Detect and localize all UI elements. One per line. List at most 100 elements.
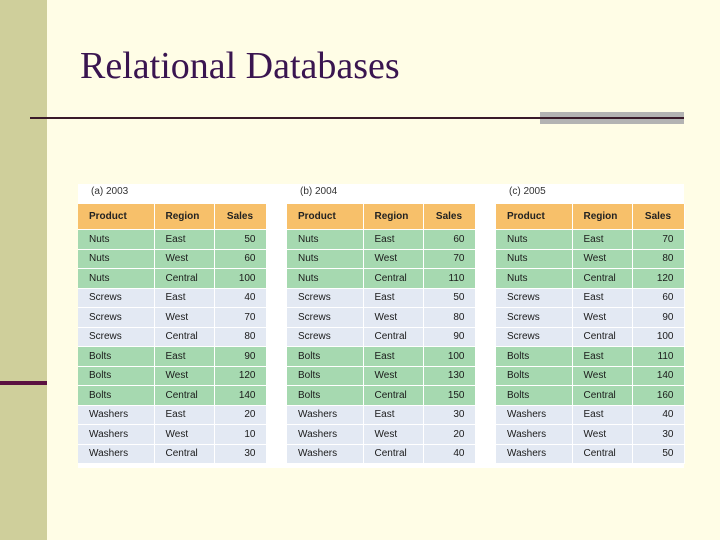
sales-table: Product Region Sales Nuts East 70 Nuts West 8… xyxy=(496,204,685,464)
cell-sales: 90 xyxy=(632,307,685,328)
cell-product: Washers xyxy=(78,405,155,425)
cell-region: Central xyxy=(572,385,633,406)
cell-region: East xyxy=(154,405,215,425)
cell-product: Nuts xyxy=(496,249,573,269)
column-header-sales: Sales xyxy=(632,204,685,230)
table-row: Bolts East 90 xyxy=(78,346,267,367)
cell-product: Washers xyxy=(78,444,155,464)
column-header-region: Region xyxy=(363,204,424,230)
cell-sales: 160 xyxy=(632,385,685,406)
cell-sales: 40 xyxy=(214,288,267,308)
table-header-row: Product Region Sales xyxy=(78,204,267,230)
cell-product: Screws xyxy=(496,307,573,328)
title-underline xyxy=(30,117,540,119)
cell-sales: 60 xyxy=(632,288,685,308)
cell-product: Nuts xyxy=(78,249,155,269)
cell-product: Bolts xyxy=(287,346,364,367)
cell-region: West xyxy=(154,307,215,328)
cell-product: Nuts xyxy=(287,249,364,269)
table-row: Washers Central 40 xyxy=(287,444,476,464)
cell-sales: 140 xyxy=(632,366,685,386)
cell-sales: 10 xyxy=(214,424,267,445)
cell-product: Bolts xyxy=(496,346,573,367)
cell-product: Bolts xyxy=(496,366,573,386)
cell-sales: 130 xyxy=(423,366,476,386)
cell-sales: 70 xyxy=(423,249,476,269)
cell-product: Nuts xyxy=(287,268,364,289)
cell-region: East xyxy=(363,405,424,425)
cell-product: Washers xyxy=(287,444,364,464)
cell-product: Screws xyxy=(496,327,573,347)
table-row: Nuts East 50 xyxy=(78,229,267,250)
table-row: Washers West 20 xyxy=(287,424,476,445)
cell-product: Washers xyxy=(287,424,364,445)
cell-product: Washers xyxy=(496,405,573,425)
column-header-product: Product xyxy=(287,204,364,230)
table-row: Nuts East 70 xyxy=(496,229,685,250)
cell-product: Washers xyxy=(78,424,155,445)
cell-region: East xyxy=(363,288,424,308)
cell-sales: 60 xyxy=(423,229,476,250)
column-header-region: Region xyxy=(572,204,633,230)
tables-figure: (a) 2003 Product Region Sales Nuts East 50… xyxy=(78,184,685,468)
cell-product: Washers xyxy=(287,405,364,425)
column-header-sales: Sales xyxy=(423,204,476,230)
cell-region: East xyxy=(154,288,215,308)
table-row: Screws Central 90 xyxy=(287,327,476,347)
cell-product: Washers xyxy=(496,424,573,445)
cell-region: West xyxy=(572,366,633,386)
cell-sales: 30 xyxy=(214,444,267,464)
cell-region: West xyxy=(154,249,215,269)
cell-sales: 80 xyxy=(632,249,685,269)
cell-product: Screws xyxy=(287,288,364,308)
cell-sales: 60 xyxy=(214,249,267,269)
table-row: Washers Central 30 xyxy=(78,444,267,464)
column-header-sales: Sales xyxy=(214,204,267,230)
table-row: Screws Central 80 xyxy=(78,327,267,347)
table-row: Screws West 70 xyxy=(78,307,267,328)
table-row: Bolts West 130 xyxy=(287,366,476,386)
sales-table: Product Region Sales Nuts East 50 Nuts West 6… xyxy=(78,204,267,464)
cell-product: Screws xyxy=(78,288,155,308)
cell-region: East xyxy=(572,405,633,425)
cell-product: Nuts xyxy=(78,229,155,250)
cell-sales: 100 xyxy=(423,346,476,367)
table-row: Washers East 30 xyxy=(287,405,476,425)
cell-product: Bolts xyxy=(496,385,573,406)
column-header-product: Product xyxy=(496,204,573,230)
cell-sales: 120 xyxy=(214,366,267,386)
table-header-row: Product Region Sales xyxy=(287,204,476,230)
cell-product: Screws xyxy=(78,327,155,347)
cell-sales: 50 xyxy=(632,444,685,464)
cell-region: Central xyxy=(363,327,424,347)
cell-product: Nuts xyxy=(78,268,155,289)
sales-table: Product Region Sales Nuts East 60 Nuts West 7… xyxy=(287,204,476,464)
cell-region: Central xyxy=(154,385,215,406)
table-header-row: Product Region Sales xyxy=(496,204,685,230)
left-decorative-band xyxy=(0,0,47,540)
cell-product: Bolts xyxy=(287,366,364,386)
table-row: Nuts West 60 xyxy=(78,249,267,269)
cell-product: Screws xyxy=(78,307,155,328)
column-header-region: Region xyxy=(154,204,215,230)
table-row: Washers East 20 xyxy=(78,405,267,425)
cell-sales: 120 xyxy=(632,268,685,289)
cell-region: West xyxy=(154,424,215,445)
cell-region: West xyxy=(572,249,633,269)
panel-caption: (c) 2005 xyxy=(509,186,546,197)
table-panel-2005: (c) 2005 Product Region Sales Nuts East 70… xyxy=(496,184,685,464)
title-underline-accent xyxy=(540,112,684,124)
cell-region: Central xyxy=(572,327,633,347)
table-row: Washers Central 50 xyxy=(496,444,685,464)
cell-sales: 150 xyxy=(423,385,476,406)
cell-product: Bolts xyxy=(78,385,155,406)
cell-region: East xyxy=(154,346,215,367)
cell-region: Central xyxy=(154,444,215,464)
cell-sales: 110 xyxy=(632,346,685,367)
table-row: Nuts West 70 xyxy=(287,249,476,269)
table-row: Screws West 90 xyxy=(496,307,685,328)
table-row: Screws East 60 xyxy=(496,288,685,308)
table-row: Screws Central 100 xyxy=(496,327,685,347)
table-row: Nuts East 60 xyxy=(287,229,476,250)
cell-product: Washers xyxy=(496,444,573,464)
